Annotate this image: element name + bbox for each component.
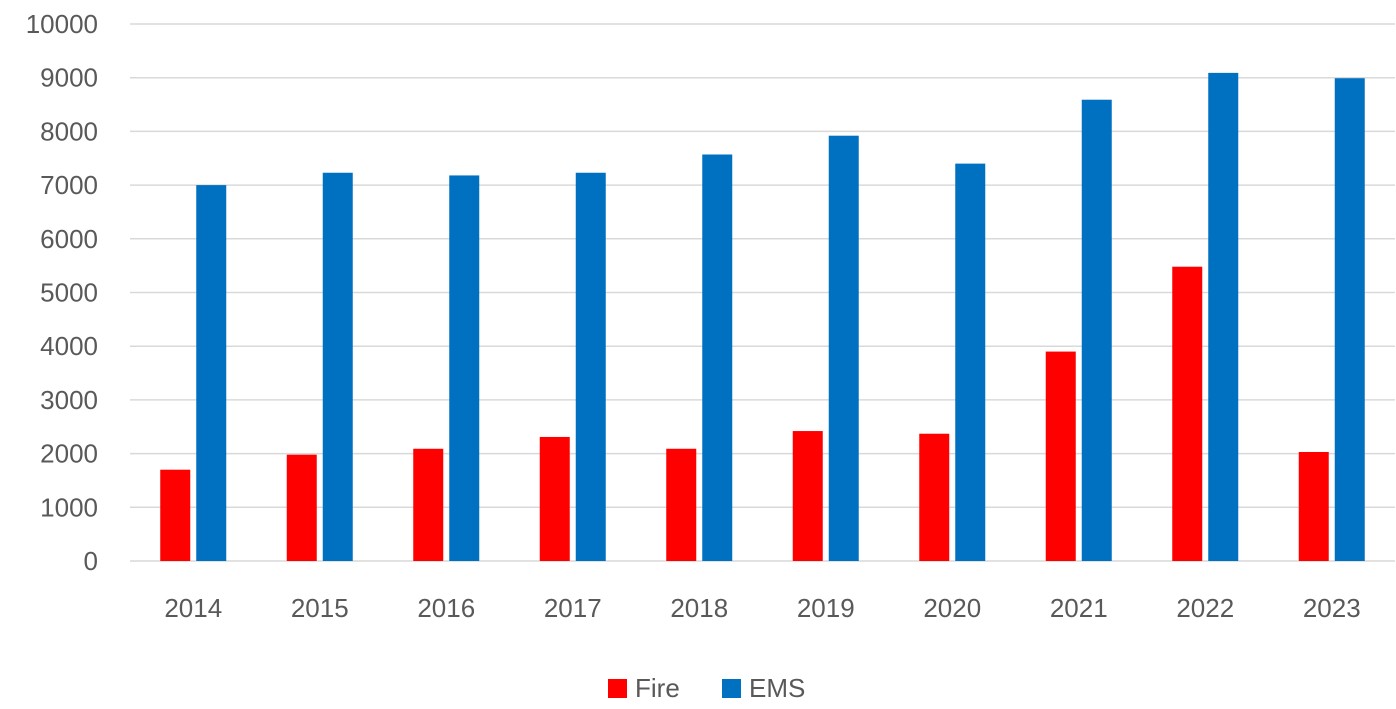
bar-fire-2023 [1298, 451, 1329, 561]
bar-ems-2014 [196, 185, 227, 561]
bar-fire-2021 [1045, 351, 1076, 561]
y-tick-label: 9000 [40, 63, 98, 93]
legend-label-ems: EMS [749, 673, 805, 703]
bar-fire-2018 [666, 448, 697, 561]
bar-ems-2017 [575, 172, 606, 561]
x-tick-label: 2020 [923, 593, 981, 623]
bar-ems-2023 [1334, 78, 1365, 561]
x-tick-label: 2021 [1050, 593, 1108, 623]
bar-fire-2020 [919, 433, 950, 561]
x-tick-label: 2014 [164, 593, 222, 623]
y-tick-label: 3000 [40, 385, 98, 415]
bar-fire-2014 [160, 469, 191, 561]
y-tick-label: 5000 [40, 278, 98, 308]
legend: Fire EMS [608, 673, 805, 703]
y-tick-label: 8000 [40, 116, 98, 146]
y-axis-tick-labels: 0 1000 2000 3000 4000 5000 6000 7000 8000 9000 100… [26, 9, 98, 576]
bar-ems-2018 [702, 154, 733, 561]
x-tick-label: 2018 [670, 593, 728, 623]
bar-fire-2019 [792, 431, 823, 561]
bar-fire-2017 [539, 436, 570, 561]
bar-fire-2022 [1172, 266, 1203, 561]
bar-ems-2016 [449, 175, 480, 561]
gridlines [130, 23, 1395, 562]
bar-ems-2021 [1081, 99, 1112, 561]
x-tick-label: 2019 [797, 593, 855, 623]
x-axis-tick-labels: 2014 2015 2016 2017 2018 2019 2020 2021 2022 2023 [164, 593, 1360, 623]
bar-fire-2016 [413, 448, 444, 561]
bar-ems-2022 [1208, 72, 1239, 561]
y-tick-label: 7000 [40, 170, 98, 200]
y-tick-label: 6000 [40, 224, 98, 254]
y-tick-label: 2000 [40, 439, 98, 469]
y-tick-label: 0 [84, 546, 98, 576]
y-tick-label: 4000 [40, 331, 98, 361]
legend-swatch-fire [608, 679, 627, 698]
x-tick-label: 2016 [417, 593, 475, 623]
legend-swatch-ems [722, 679, 741, 698]
x-tick-label: 2015 [291, 593, 349, 623]
bar-ems-2020 [955, 163, 986, 561]
x-tick-label: 2023 [1303, 593, 1361, 623]
bar-fire-2015 [286, 454, 317, 561]
x-tick-label: 2017 [544, 593, 602, 623]
legend-label-fire: Fire [635, 673, 680, 703]
y-tick-label: 10000 [26, 9, 98, 39]
bars [160, 72, 1365, 562]
x-tick-label: 2022 [1176, 593, 1234, 623]
bar-ems-2015 [322, 172, 353, 561]
bar-ems-2019 [828, 135, 859, 562]
y-tick-label: 1000 [40, 492, 98, 522]
